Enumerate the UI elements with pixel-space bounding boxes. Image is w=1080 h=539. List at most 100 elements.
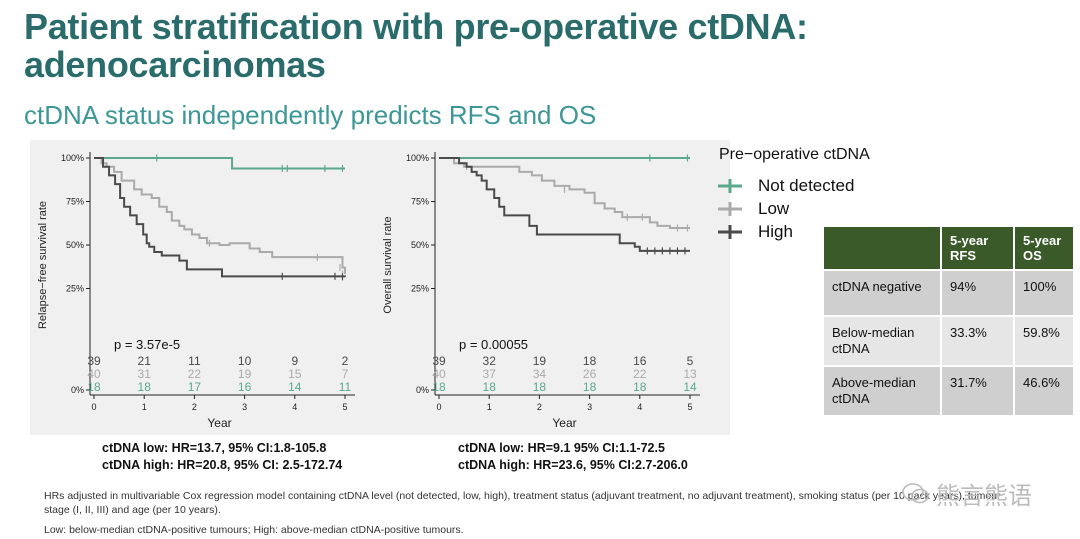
rfs-curve-low (94, 157, 346, 275)
watermark-text: 熊言熊语 (936, 483, 1032, 510)
rfs-y-tick-label: 25% (66, 284, 84, 294)
footnote-line-3: Low: below-median ctDNA-positive tumours… (44, 524, 464, 536)
rfs-x-tick-label: 4 (292, 402, 297, 412)
rfs-at-risk-high: 11 (188, 354, 201, 368)
os-hr-high: ctDNA high: HR=23.6, 95% CI:2.7-206.0 (458, 458, 688, 472)
os-x-tick-label: 2 (537, 402, 542, 412)
table-header-row: 5-year RFS 5-year OS (824, 227, 1075, 271)
rfs-at-risk-low: 22 (188, 367, 202, 381)
watermark: 熊言熊语 (902, 476, 1032, 511)
table-header-os: 5-year OS (1014, 227, 1075, 271)
rfs-y-tick-label: 100% (61, 153, 84, 163)
rfs-at-risk-not-detected: 17 (188, 380, 202, 394)
rfs-km-svg: 0% 25% 50% 75% 100% 0 1 2 3 4 5 Year Relapse−free su… (37, 152, 355, 430)
slide-title-line1: Patient stratification with pre-operativ… (24, 6, 808, 47)
os-curve-low (439, 157, 690, 229)
chart-legend: Pre−operative ctDNA Not detected Low Hig… (714, 146, 894, 243)
wechat-icon (902, 482, 929, 503)
os-y-tick-label: 0% (416, 385, 429, 395)
rfs-hr-block: ctDNA low: HR=13.7, 95% CI:1.8-105.8 ctD… (102, 440, 342, 474)
legend-title: Pre−operative ctDNA (719, 146, 870, 163)
os-curve-high (439, 157, 690, 252)
os-at-risk-not-detected: 18 (432, 380, 446, 394)
rfs-at-risk-high: 21 (138, 354, 152, 368)
table-header-blank (824, 227, 942, 271)
rfs-at-risk-high: 10 (238, 354, 252, 368)
slide-title: Patient stratification with pre-operativ… (24, 8, 808, 84)
table-cell-group: ctDNA negative (824, 270, 942, 317)
os-at-risk-not-detected: 18 (583, 380, 597, 394)
os-at-risk-high: 16 (633, 354, 647, 368)
os-at-risk-not-detected: 18 (483, 380, 497, 394)
rfs-x-tick-label: 5 (342, 402, 347, 412)
table-row: Above-median ctDNA 31.7% 46.6% (824, 366, 1075, 417)
rfs-at-risk-not-detected: 18 (138, 380, 152, 394)
rfs-x-tick-label: 0 (91, 402, 96, 412)
rfs-x-axis-label: Year (207, 416, 231, 430)
rfs-y-tick-label: 0% (71, 385, 84, 395)
rfs-at-risk-low: 15 (288, 367, 302, 381)
os-y-tick-label: 25% (411, 284, 429, 294)
os-y-tick-label: 50% (411, 240, 429, 250)
rfs-hr-high: ctDNA high: HR=20.8, 95% CI: 2.5-172.74 (102, 458, 343, 472)
rfs-at-risk-not-detected: 16 (238, 380, 252, 394)
table-cell-os: 46.6% (1014, 366, 1075, 417)
slide-title-line2: adenocarcinomas (24, 44, 326, 85)
rfs-at-risk-not-detected: 11 (339, 380, 352, 394)
rfs-at-risk-not-detected: 18 (87, 380, 101, 394)
table-cell-group: Above-median ctDNA (824, 366, 942, 417)
table-cell-os: 59.8% (1014, 316, 1075, 367)
legend-swatch-high (718, 224, 742, 239)
os-at-risk-high: 18 (583, 354, 597, 368)
rfs-at-risk-high: 39 (87, 354, 101, 368)
legend-item-low: Low (714, 197, 894, 220)
os-hr-block: ctDNA low: HR=9.1 95% CI:1.1-72.5 ctDNA … (458, 440, 688, 474)
table-cell-group: Below-median ctDNA (824, 316, 942, 367)
rfs-x-tick-label: 1 (142, 402, 147, 412)
rfs-y-axis-label: Relapse−free survival rate (37, 201, 49, 329)
os-at-risk-high: 19 (533, 354, 547, 368)
os-at-risk-low: 22 (633, 367, 647, 381)
rfs-y-tick-label: 50% (66, 240, 84, 250)
table-header-rfs: 5-year RFS (941, 227, 1015, 271)
os-x-tick-label: 0 (436, 402, 441, 412)
rfs-p-value: p = 3.57e-5 (114, 337, 180, 352)
table-cell-os: 100% (1014, 270, 1075, 317)
os-at-risk-low: 40 (432, 367, 446, 381)
rfs-curve-not-detected (94, 157, 345, 170)
rfs-hr-low: ctDNA low: HR=13.7, 95% CI:1.8-105.8 (102, 441, 327, 455)
os-y-tick-label: 75% (411, 197, 429, 207)
os-x-tick-label: 5 (687, 402, 692, 412)
os-at-risk-high: 39 (432, 354, 446, 368)
rfs-at-risk-low: 19 (238, 367, 252, 381)
os-at-risk-high: 5 (687, 354, 694, 368)
rfs-y-tick-label: 75% (66, 197, 84, 207)
os-p-value: p = 0.00055 (459, 337, 528, 352)
os-hr-low: ctDNA low: HR=9.1 95% CI:1.1-72.5 (458, 441, 665, 455)
rfs-at-risk-low: 40 (87, 367, 101, 381)
rfs-at-risk-low: 7 (342, 367, 349, 381)
os-x-axis-label: Year (552, 416, 576, 430)
footnote-line-2: stage (I, II, III) and age (per 10 years… (44, 504, 221, 516)
legend-label-low: Low (758, 198, 790, 218)
os-at-risk-not-detected: 18 (633, 380, 647, 394)
rfs-x-tick-label: 3 (242, 402, 247, 412)
rfs-at-risk-not-detected: 14 (288, 380, 302, 394)
os-x-tick-label: 1 (487, 402, 492, 412)
os-at-risk-not-detected: 14 (683, 380, 697, 394)
os-at-risk-not-detected: 18 (533, 380, 547, 394)
os-km-chart: 0% 25% 50% 75% 100% 0 1 2 3 4 5 Year Overall surviva… (375, 140, 730, 435)
os-at-risk-low: 26 (583, 367, 597, 381)
legend-label-high: High (758, 221, 793, 241)
os-y-axis-label: Overall survival rate (382, 216, 394, 313)
os-x-tick-label: 4 (637, 402, 642, 412)
os-at-risk-low: 37 (483, 367, 497, 381)
table-cell-rfs: 31.7% (941, 366, 1015, 417)
rfs-at-risk-high: 2 (342, 354, 349, 368)
slide-subtitle: ctDNA status independently predicts RFS … (24, 100, 597, 130)
legend-item-not-detected: Not detected (714, 174, 894, 197)
table-cell-rfs: 33.3% (941, 316, 1015, 367)
os-at-risk-high: 32 (483, 354, 497, 368)
os-x-tick-label: 3 (587, 402, 592, 412)
